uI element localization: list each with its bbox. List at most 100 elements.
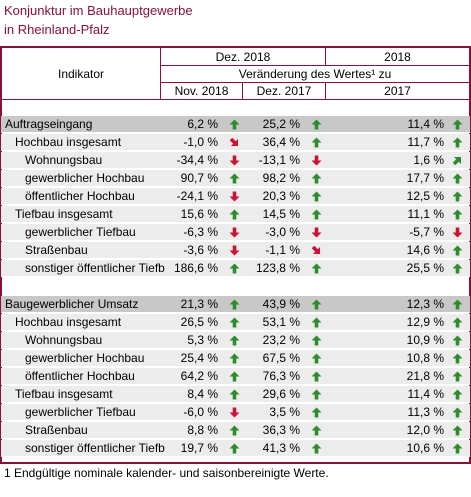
row-label: gewerblicher Hochbau	[25, 171, 145, 185]
row-label: gewerblicher Tiefbau	[25, 405, 136, 419]
trend-arrow	[311, 353, 322, 364]
table-row: gewerblicher Tiefbau -6,3 % -3,0 % -5,7 %	[1, 224, 470, 241]
trend-arrow	[452, 119, 463, 130]
header-cell: Dez. 2017	[242, 82, 326, 100]
trend-arrow	[229, 299, 240, 310]
value-cell: 10,8 %	[406, 351, 444, 365]
trend-arrow	[452, 245, 463, 256]
value-cell: 10,6 %	[406, 441, 444, 455]
row-label: sonstiger öffentlicher Tiefb	[25, 441, 165, 455]
header-cell: 2017	[325, 82, 471, 100]
row-label: gewerblicher Hochbau	[25, 351, 145, 365]
trend-arrow	[229, 389, 240, 400]
value-cell: 19,7 %	[180, 441, 218, 455]
value-cell: 8,8 %	[187, 423, 218, 437]
value-cell: 21,8 %	[406, 369, 444, 383]
trend-arrow	[452, 353, 463, 364]
trend-arrow	[452, 425, 463, 436]
row-label: Hochbau insgesamt	[15, 315, 122, 329]
trend-arrow	[311, 443, 322, 454]
value-cell: 11,1 %	[407, 207, 444, 221]
trend-arrow	[229, 137, 239, 147]
value-cell: 3,5 %	[269, 405, 300, 419]
table-row: Auftragseingang 6,2 % 25,2 % 11,4 %	[1, 116, 470, 133]
trend-arrow	[229, 407, 240, 418]
trend-arrow	[452, 191, 463, 202]
title-line: in Rheinland-Pfalz	[4, 22, 110, 37]
value-cell: 12,5 %	[406, 189, 444, 203]
trend-arrow	[311, 263, 322, 274]
value-cell: 25,5 %	[406, 261, 444, 275]
trend-arrow	[311, 191, 322, 202]
trend-arrow	[229, 191, 240, 202]
value-cell: -24,1 %	[176, 189, 218, 203]
trend-arrow	[311, 299, 322, 310]
trend-arrow	[452, 407, 463, 418]
row-label: Tiefbau insgesamt	[15, 207, 113, 221]
trend-arrow	[229, 209, 240, 220]
value-cell: 26,5 %	[180, 315, 218, 329]
trend-arrow	[452, 299, 463, 310]
value-cell: 11,7 %	[407, 135, 444, 149]
table-row: Tiefbau insgesamt 15,6 % 14,5 % 11,1 %	[1, 206, 470, 223]
trend-arrow	[311, 173, 322, 184]
trend-arrow	[311, 209, 322, 220]
trend-arrow	[452, 317, 463, 328]
row-label: Straßenbau	[25, 423, 88, 437]
value-cell: 11,3 %	[407, 405, 444, 419]
header-cell: Nov. 2018	[160, 82, 243, 100]
table-row: gewerblicher Hochbau 90,7 % 98,2 % 17,7 %	[1, 170, 470, 187]
row-label: Auftragseingang	[5, 117, 93, 131]
trend-arrow	[229, 155, 240, 166]
trend-arrow	[229, 443, 240, 454]
value-cell: 1,6 %	[413, 153, 444, 167]
trend-arrow	[452, 335, 463, 346]
trend-arrow	[452, 137, 463, 148]
trend-arrow	[452, 209, 463, 220]
value-cell: 8,4 %	[187, 387, 218, 401]
trend-arrow	[229, 317, 240, 328]
value-cell: -3,0 %	[265, 225, 300, 239]
trend-arrow	[452, 227, 463, 238]
table-row: Straßenbau 8,8 % 36,3 % 12,0 %	[1, 422, 470, 439]
table-row: gewerblicher Tiefbau -6,0 % 3,5 % 11,3 %	[1, 404, 470, 421]
table-row: gewerblicher Hochbau 25,4 % 67,5 % 10,8 %	[1, 350, 470, 367]
value-cell: 12,3 %	[406, 297, 444, 311]
value-cell: 11,4 %	[407, 117, 444, 131]
value-cell: 12,9 %	[406, 315, 444, 329]
trend-arrow	[311, 371, 322, 382]
table-row: Hochbau insgesamt -1,0 % 36,4 % 11,7 %	[1, 134, 470, 151]
trend-arrow	[311, 119, 322, 130]
table-row: öffentlicher Hochbau 64,2 % 76,3 % 21,8 %	[1, 368, 470, 385]
trend-arrow	[311, 245, 321, 255]
row-label: Tiefbau insgesamt	[15, 387, 113, 401]
value-cell: 10,9 %	[406, 333, 444, 347]
value-cell: -1,1 %	[265, 243, 300, 257]
row-label: Straßenbau	[25, 243, 88, 257]
value-cell: -6,3 %	[183, 225, 218, 239]
value-cell: 21,3 %	[180, 297, 218, 311]
table-row: Tiefbau insgesamt 8,4 % 29,6 % 11,4 %	[1, 386, 470, 403]
value-cell: -3,6 %	[183, 243, 218, 257]
trend-arrow	[311, 389, 322, 400]
footnote: 1 Endgültige nominale kalender- und sais…	[4, 466, 329, 480]
value-cell: 186,6 %	[173, 261, 218, 275]
value-cell: -34,4 %	[176, 153, 218, 167]
row-label: öffentlicher Hochbau	[25, 369, 135, 383]
trend-arrow	[452, 173, 463, 184]
trend-arrow	[229, 119, 240, 130]
value-cell: 29,6 %	[262, 387, 300, 401]
value-cell: 20,3 %	[262, 189, 300, 203]
trend-arrow	[452, 156, 462, 166]
value-cell: 98,2 %	[262, 171, 300, 185]
trend-arrow	[311, 227, 322, 238]
value-cell: 67,5 %	[262, 351, 300, 365]
trend-arrow	[229, 353, 240, 364]
trend-arrow	[452, 389, 463, 400]
value-cell: 90,7 %	[180, 171, 218, 185]
value-cell: 23,2 %	[262, 333, 300, 347]
trend-arrow	[229, 227, 240, 238]
value-cell: 14,5 %	[262, 207, 300, 221]
value-cell: 123,8 %	[255, 261, 300, 275]
value-cell: 17,7 %	[406, 171, 444, 185]
